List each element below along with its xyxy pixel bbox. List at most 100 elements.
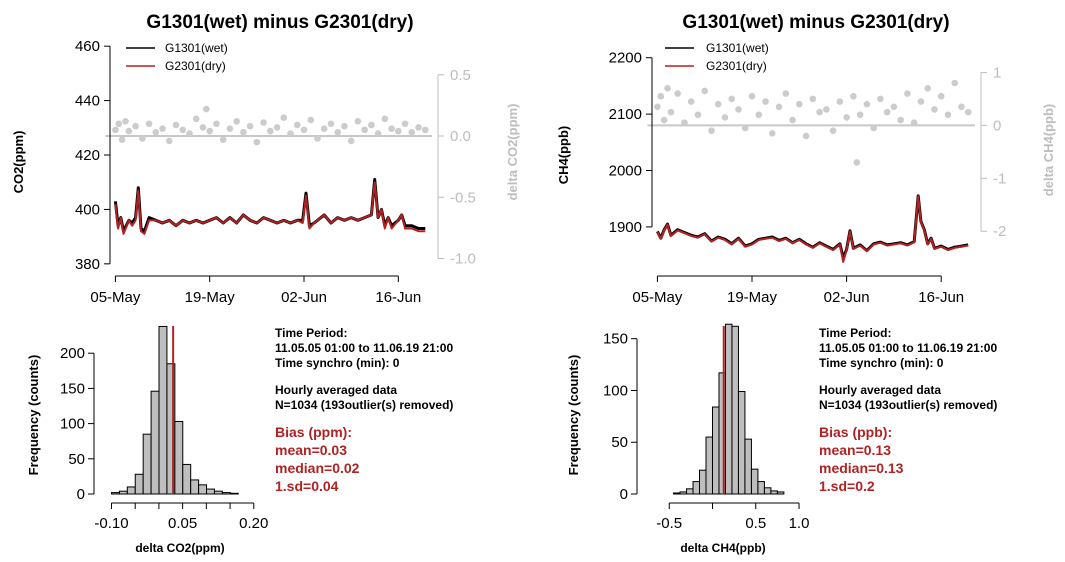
ch4-histogram-bar — [744, 438, 752, 495]
co2-right-tick-label: -1.0 — [450, 251, 476, 268]
co2-delta-point — [280, 114, 288, 121]
ch4-right-tick-label: 1 — [993, 64, 1001, 81]
ch4-right-tick-label: -1 — [993, 170, 1006, 187]
ch4-delta-point — [856, 111, 864, 119]
co2-hist-y-tick-label: 200 — [60, 345, 85, 362]
co2-bias-mean: mean=0.03 — [275, 442, 347, 458]
ch4-x-tick-label: 02-Jun — [824, 289, 870, 306]
co2-y-axis-label: CO2(ppm) — [11, 131, 26, 194]
ch4-delta-point — [964, 108, 972, 116]
ch4-delta-point — [674, 90, 681, 97]
ch4-stats-panel: Time Period: 11.05.05 01:00 to 11.06.19 … — [819, 326, 997, 494]
co2-delta-point — [327, 120, 335, 128]
co2-delta-points — [105, 105, 432, 146]
co2-delta-point — [213, 120, 220, 128]
ch4-series-dry-line — [656, 195, 969, 263]
co2-delta-point — [415, 124, 422, 131]
ch4-delta-point — [654, 103, 661, 111]
ch4-hist-y-tick-label: 50 — [611, 434, 628, 451]
ch4-info-line3: Time synchro (min): 0 — [819, 356, 944, 370]
co2-histogram-bar — [134, 473, 144, 495]
ch4-bias-mean: mean=0.13 — [819, 442, 891, 458]
co2-info-line1: Time Period: — [275, 326, 347, 340]
ch4-hist-x-tick-label: 1.0 — [789, 515, 810, 532]
ch4-delta-point — [657, 92, 665, 100]
co2-y-tick-label: 380 — [75, 256, 100, 273]
ch4-histogram-bar — [699, 469, 707, 495]
ch4-delta-point — [944, 111, 952, 119]
co2-histogram-bar — [126, 486, 136, 495]
ch4-histogram-bar — [711, 406, 720, 495]
co2-histogram-bar — [118, 490, 128, 495]
ch4-delta-point — [809, 95, 817, 103]
ch4-delta-point — [829, 127, 837, 134]
ch4-delta-point — [951, 79, 959, 87]
co2-histogram-bar — [150, 390, 160, 495]
co2-delta-point — [267, 127, 274, 135]
co2-info-line5: N=1034 (193outlier(s) removed) — [275, 398, 453, 412]
co2-histogram-bar — [174, 420, 184, 495]
ch4-delta-point — [910, 119, 918, 127]
co2-delta-point — [287, 130, 294, 137]
ch4-hist-y-tick-label: 100 — [603, 382, 628, 399]
ch4-delta-point — [775, 103, 783, 111]
co2-delta-point — [300, 126, 308, 134]
ch4-delta-point — [877, 95, 884, 103]
ch4-right-tick-label: 0 — [993, 117, 1001, 134]
co2-delta-point — [401, 120, 409, 128]
co2-delta-point — [374, 130, 382, 137]
ch4-histogram-axes: 0 50 100 150 -0.5 0.5 1.0 — [603, 331, 809, 532]
ch4-delta-point — [802, 132, 810, 140]
ch4-delta-point — [863, 100, 871, 108]
ch4-axes: 1900 2000 2100 2200 -2 -1 0 1 05-May 19-May 02-Jun… — [609, 50, 1007, 306]
co2-axes: 380 400 420 440 460 -1.0 -0.5 0.0 0.5 05-May 19-Ma… — [75, 38, 476, 306]
co2-delta-point — [172, 121, 180, 129]
co2-right-tick-label: -0.5 — [450, 189, 476, 206]
co2-histogram-bar — [158, 325, 168, 495]
co2-y-tick-label: 440 — [75, 93, 100, 110]
co2-delta-point — [122, 118, 129, 125]
ch4-delta-point — [843, 114, 850, 121]
co2-delta-point — [132, 122, 139, 130]
co2-series-dry-line — [114, 181, 426, 235]
ch4-bias-sd: 1.sd=0.2 — [819, 478, 875, 494]
co2-delta-point — [179, 126, 187, 134]
co2-delta-point — [273, 124, 281, 131]
co2-delta-point — [192, 115, 200, 123]
co2-delta-point — [203, 105, 210, 113]
co2-histogram-panel: 0 50 100 150 200 -0.10 0.05 0.20 Frequency (cou… — [26, 325, 268, 555]
co2-hist-y-tick-label: 0 — [77, 486, 85, 503]
co2-legend-wet-label: G1301(wet) — [165, 41, 228, 55]
ch4-y-tick-label: 2000 — [609, 163, 642, 180]
ch4-delta-point — [694, 111, 702, 119]
co2-delta-point — [139, 135, 146, 142]
co2-delta-point — [112, 126, 119, 134]
ch4-delta-point — [883, 108, 891, 116]
ch4-hist-y-axis-label: Frequency (counts) — [566, 355, 581, 476]
ch4-right-axis-label: delta CH4(ppb) — [1041, 104, 1056, 196]
ch4-delta-point — [931, 106, 938, 113]
ch4-info-line2: 11.05.05 01:00 to 11.06.19 21:00 — [819, 341, 997, 355]
co2-delta-point — [354, 118, 362, 125]
co2-right-tick-label: 0.5 — [450, 67, 471, 84]
ch4-right-tick-label: -2 — [993, 223, 1006, 240]
ch4-histogram-bar — [705, 436, 713, 495]
co2-x-tick-label: 16-Jun — [375, 289, 421, 306]
ch4-delta-point — [660, 116, 668, 124]
co2-histogram-bar — [213, 490, 223, 495]
ch4-delta-point — [741, 124, 749, 132]
co2-delta-point — [199, 124, 207, 131]
co2-delta-point — [293, 121, 301, 129]
ch4-delta-point — [904, 90, 911, 97]
ch4-y-tick-label: 2100 — [609, 106, 642, 123]
ch4-delta-point — [853, 159, 861, 166]
ch4-delta-point — [796, 100, 803, 108]
ch4-delta-point — [762, 98, 769, 105]
ch4-delta-point — [924, 84, 931, 92]
ch4-delta-point — [850, 92, 857, 100]
co2-x-tick-label: 02-Jun — [281, 289, 327, 306]
ch4-info-line4: Hourly averaged data — [819, 383, 941, 397]
co2-hist-y-tick-label: 150 — [60, 380, 85, 397]
ch4-chart-title: G1301(wet) minus G2301(dry) — [682, 12, 949, 33]
